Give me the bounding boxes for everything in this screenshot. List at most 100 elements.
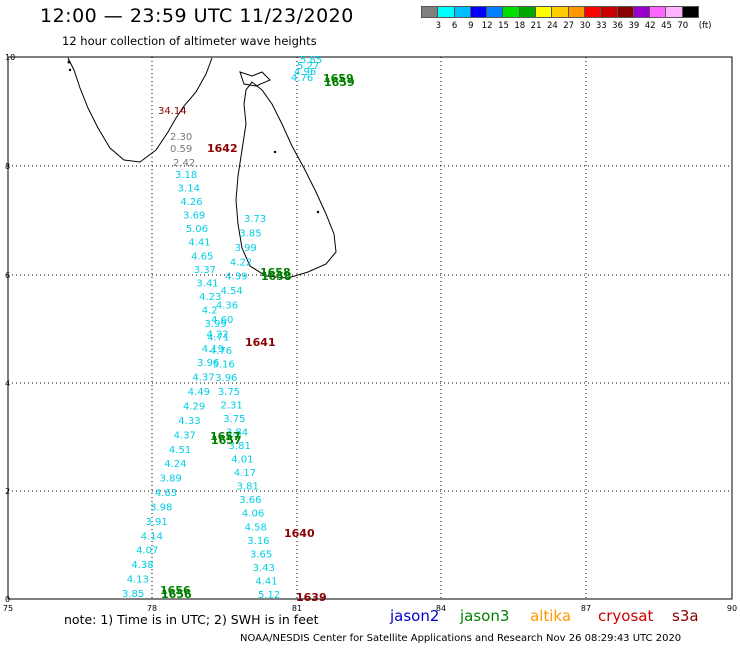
- wave-height-reading: 3.99: [204, 319, 226, 330]
- color-swatch: [681, 6, 700, 18]
- wave-height-reading: 4.71: [207, 333, 229, 344]
- island-dot: [67, 60, 71, 64]
- x-tick-label: 75: [3, 604, 13, 613]
- wave-height-reading: 4.37: [174, 430, 196, 441]
- wave-height-reading: 3.96: [215, 373, 237, 384]
- wave-height-reading: 3.75: [218, 387, 240, 398]
- satellite-tracks: 3.183.144.263.695.064.414.653.373.414.23…: [122, 55, 355, 604]
- wave-height-reading: 4.19: [202, 344, 224, 355]
- color-scale-label: 6: [451, 21, 458, 31]
- wave-height-reading: 3.41: [196, 278, 218, 289]
- wave-height-reading: 3.84: [226, 427, 248, 438]
- wave-height-reading: 4.23: [199, 292, 221, 303]
- wave-height-reading: 3.98: [150, 502, 172, 513]
- wave-height-reading: 3.81: [229, 441, 251, 452]
- footer-note: note: 1) Time is in UTC; 2) SWH is in fe…: [64, 612, 319, 627]
- wave-height-reading: 4.33: [178, 416, 200, 427]
- wave-height-reading: 4.22: [206, 329, 228, 340]
- color-scale-label: 3: [435, 21, 442, 31]
- wave-height-reading: 5.16: [212, 360, 234, 371]
- wave-height-reading: 4.38: [131, 560, 153, 571]
- wave-height-reading: 4.36: [216, 301, 238, 312]
- wave-height-reading: 4.63: [155, 488, 177, 499]
- color-scale-label: 39: [628, 21, 640, 31]
- wave-height-reading: 4.76: [291, 73, 313, 84]
- wave-height-reading: 3.14: [178, 184, 200, 195]
- color-scale-label: 9: [468, 21, 474, 31]
- wave-height-reading: 4.13: [127, 575, 149, 586]
- wave-height-reading: 4.54: [221, 286, 243, 297]
- wave-height-reading: 5.27: [297, 61, 319, 72]
- wave-height-reading: 5.06: [186, 224, 208, 235]
- wave-height-reading: 4.49: [188, 387, 210, 398]
- grid-lines: [8, 57, 732, 599]
- color-scale-label: 21: [530, 21, 542, 31]
- wave-height-reading: 3.16: [247, 536, 269, 547]
- wave-height-reading: 0.59: [170, 144, 192, 155]
- wave-height-reading: 3.91: [145, 517, 167, 528]
- color-scale-bar: [421, 6, 700, 18]
- wave-height-reading: 5.12: [258, 590, 280, 601]
- track-time-label: 1639: [296, 591, 327, 604]
- wave-height-reading: 3.89: [160, 474, 182, 485]
- y-tick-label: 2: [5, 487, 10, 496]
- x-tick-label: 81: [292, 604, 302, 613]
- track-time-label: 1659: [324, 76, 355, 89]
- y-tick-label: 4: [5, 379, 10, 388]
- map-subtitle: 12 hour collection of altimeter wave hei…: [62, 34, 317, 48]
- color-scale-label: 24: [546, 21, 558, 31]
- color-scale-label: 33: [595, 21, 607, 31]
- legend-cryosat: cryosat: [598, 607, 654, 625]
- wave-height-reading: 4.96: [294, 67, 316, 78]
- track-time-label: 1656: [161, 588, 192, 601]
- track-time-label: 1658: [261, 270, 292, 283]
- color-scale-label: 27: [563, 21, 575, 31]
- india-coastline: [67, 57, 213, 163]
- wave-height-reading: 2.30: [170, 132, 192, 143]
- track-time-label: 1641: [245, 336, 276, 349]
- wave-height-reading: 4.39: [225, 272, 247, 283]
- wave-height-reading: 3.69: [183, 211, 205, 222]
- wave-height-reading: 4.37: [192, 373, 214, 384]
- wave-height-reading: 2.42: [173, 158, 195, 169]
- color-scale-label: 12: [481, 21, 493, 31]
- wave-height-reading: 3.43: [253, 563, 275, 574]
- jaffna-peninsula: [239, 71, 271, 87]
- wave-height-reading: 3.85: [122, 589, 144, 600]
- wave-height-reading: 3.66: [239, 495, 261, 506]
- legend-s3a: s3a: [672, 607, 699, 625]
- y-tick-label: 8: [5, 162, 10, 171]
- wave-height-reading: 2.31: [221, 400, 243, 411]
- sri-lanka-coastline: [235, 81, 337, 279]
- wave-height-reading: 4.07: [136, 546, 158, 557]
- lake-dot: [273, 150, 277, 154]
- plot-frame: [7, 56, 733, 600]
- color-scale-label: 42: [644, 21, 656, 31]
- legend-jason3: jason3: [460, 607, 510, 625]
- color-scale-label: 15: [498, 21, 509, 31]
- island-dot: [68, 68, 72, 72]
- color-scale-label: (ft): [698, 21, 712, 31]
- wave-height-reading: 34.14: [158, 106, 187, 117]
- color-scale-label: 70: [677, 21, 689, 31]
- wave-height-reading: 3.96: [197, 358, 219, 369]
- wave-height-reading: 4.22: [230, 257, 252, 268]
- track-time-label: 1640: [284, 527, 315, 540]
- track-time-label: 1656: [160, 584, 191, 597]
- color-scale-label: 36: [612, 21, 624, 31]
- wave-height-reading: 3.75: [223, 414, 245, 425]
- track-time-label: 1658: [260, 266, 291, 279]
- wave-height-reading: 4.01: [231, 455, 253, 466]
- color-scale-label: 30: [579, 21, 591, 31]
- wave-height-reading: 4.60: [211, 315, 233, 326]
- wave-height-reading: 3.73: [244, 214, 266, 225]
- x-tick-label: 87: [581, 604, 591, 613]
- wave-height-reading: 3.18: [175, 170, 197, 181]
- x-tick-label: 90: [727, 604, 737, 613]
- legend-altika: altika: [530, 607, 572, 625]
- track-time-label: 1657: [210, 430, 241, 443]
- legend-jason2: jason2: [390, 607, 440, 625]
- wave-height-reading: 5.85: [300, 55, 322, 66]
- y-tick-label: 0: [5, 595, 10, 604]
